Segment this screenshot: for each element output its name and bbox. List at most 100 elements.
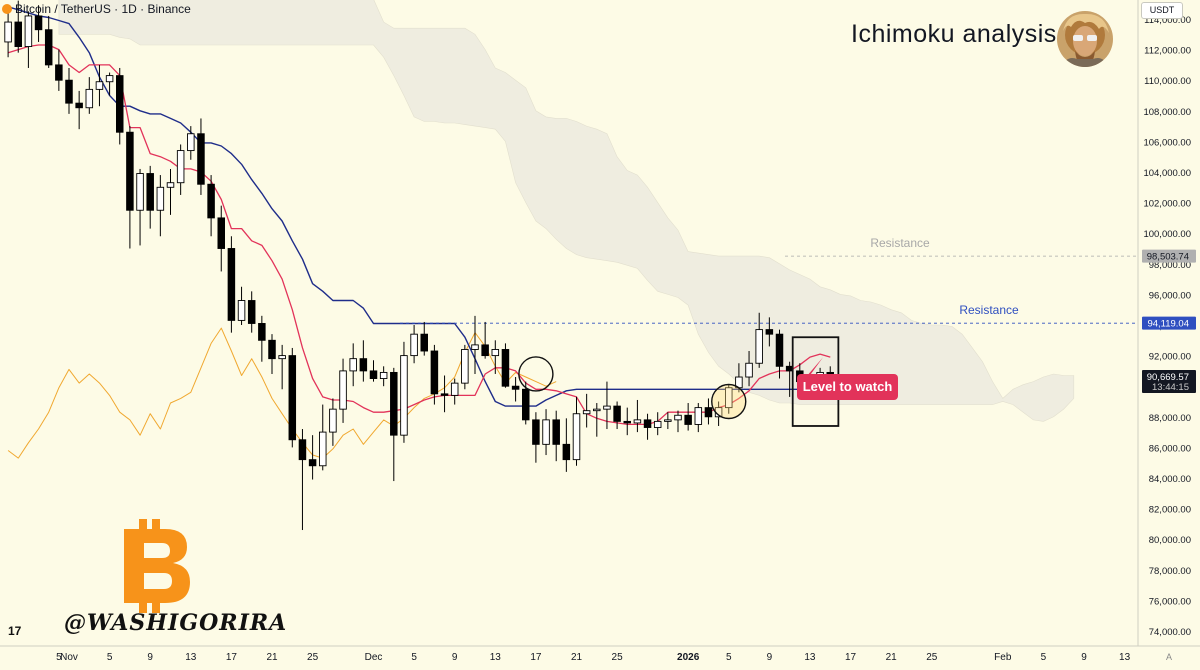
candle-body <box>532 419 540 445</box>
time-tick-label: 13 <box>185 652 197 663</box>
candle <box>136 168 144 246</box>
time-tick-label: 25 <box>926 652 938 663</box>
candle <box>237 286 246 325</box>
headline: Ichimoku analysis <box>851 20 1057 48</box>
candle-body <box>34 15 43 31</box>
candle <box>755 312 763 368</box>
price-tick-label: 86,000.00 <box>1149 443 1191 454</box>
candle <box>532 412 540 463</box>
candle <box>684 403 692 431</box>
candle-body <box>471 344 479 350</box>
time-tick-label: 13 <box>490 652 502 663</box>
candle-body <box>146 173 154 211</box>
candle-body <box>95 81 104 90</box>
candle <box>745 351 753 387</box>
candle <box>359 340 368 382</box>
time-tick-label: 17 <box>530 652 542 663</box>
time-tick-label: 17 <box>226 652 238 663</box>
level-to-watch-callout: Level to watch <box>797 374 898 400</box>
price-tick-label: 82,000.00 <box>1149 505 1191 516</box>
candle <box>258 315 266 362</box>
candle-body <box>308 459 317 467</box>
candle <box>400 341 408 443</box>
price-tick-label: 104,000.00 <box>1143 168 1191 179</box>
time-tick-label: 13 <box>1119 652 1131 663</box>
candle-body <box>369 370 378 379</box>
candle-body <box>420 333 429 352</box>
candle <box>491 340 500 374</box>
candle-body <box>176 150 185 184</box>
candle-body <box>461 349 469 384</box>
time-tick-label: 5 <box>56 652 62 663</box>
candle <box>633 399 642 433</box>
candle-body <box>349 358 357 372</box>
candle <box>653 412 662 436</box>
candle <box>75 90 83 130</box>
candle <box>775 329 784 379</box>
price-badge <box>1142 316 1196 330</box>
candle <box>379 366 388 387</box>
candle <box>471 315 479 374</box>
candle-body <box>745 362 753 378</box>
candle <box>704 398 713 425</box>
candle-body <box>115 75 124 133</box>
candle <box>65 67 73 114</box>
price-tick-label: 92,000.00 <box>1149 352 1191 363</box>
candle-body <box>542 419 550 445</box>
candle <box>105 72 114 96</box>
time-tick-label: 9 <box>1081 652 1087 663</box>
auto-scale-toggle[interactable]: A <box>1166 652 1172 662</box>
candle-body <box>440 393 449 396</box>
candle-body <box>359 358 368 372</box>
candle <box>481 321 489 359</box>
currency-selector[interactable]: USDT <box>1141 2 1183 19</box>
candle <box>725 384 733 414</box>
candle-body <box>765 329 774 335</box>
candle-body <box>410 333 418 357</box>
time-tick-label: 5 <box>107 652 113 663</box>
candle-body <box>65 79 73 104</box>
candle <box>34 5 43 42</box>
price-tick-label: 98,000.00 <box>1149 260 1191 271</box>
candle <box>430 344 439 405</box>
candle <box>207 175 215 237</box>
candle <box>187 126 195 160</box>
candle-body <box>298 439 307 461</box>
price-tick-label: 108,000.00 <box>1143 107 1191 118</box>
candle-body <box>217 217 225 249</box>
time-tick-label: Dec <box>365 652 383 663</box>
time-tick-label: 25 <box>612 652 624 663</box>
candle <box>166 168 175 215</box>
candle-body <box>522 388 530 421</box>
candle-body <box>156 186 165 211</box>
candle <box>765 317 774 347</box>
tradingview-logo[interactable]: 17 <box>8 624 22 638</box>
candle-body <box>674 414 682 421</box>
candle-body <box>329 408 337 433</box>
author-avatar <box>1057 11 1113 67</box>
candle-body <box>207 183 215 219</box>
candle-body <box>562 443 571 461</box>
candle <box>410 325 418 364</box>
current-price-badge <box>1142 369 1196 393</box>
candle-body <box>24 15 33 47</box>
highlight-circle <box>711 383 747 420</box>
candle-body <box>653 420 662 428</box>
candle-body <box>511 385 520 390</box>
candle-body <box>684 414 692 425</box>
candle <box>461 344 469 390</box>
candle-body <box>755 329 763 364</box>
candle-body <box>390 371 398 436</box>
time-tick-label: 9 <box>452 652 458 663</box>
candle-body <box>725 387 733 409</box>
bitcoin-logo <box>124 519 190 613</box>
candle <box>217 205 225 272</box>
candle <box>613 401 621 430</box>
candle <box>511 377 520 402</box>
bar-countdown-label: 13:44:15 <box>1152 382 1189 393</box>
candle <box>24 11 33 68</box>
candle-body <box>268 339 276 360</box>
candle <box>593 403 601 437</box>
